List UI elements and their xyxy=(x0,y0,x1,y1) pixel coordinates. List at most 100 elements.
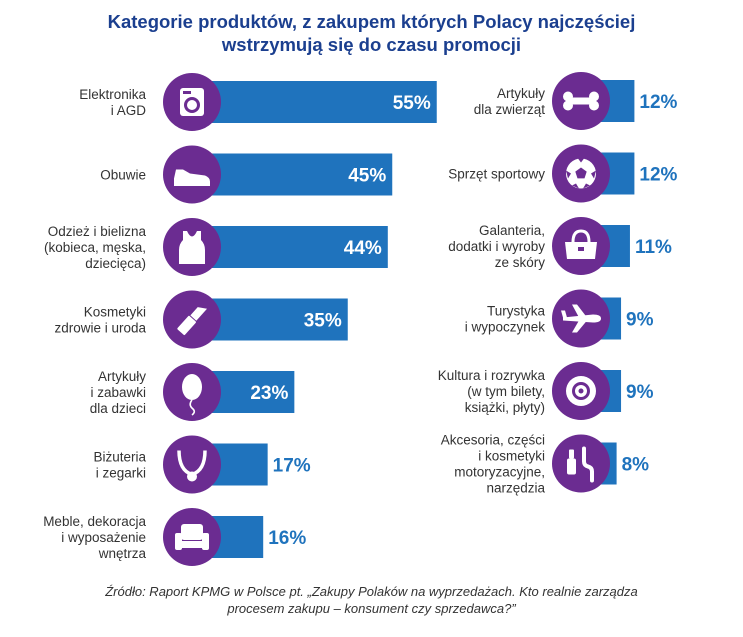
airplane-wing xyxy=(572,320,587,333)
soccer-ball-icon xyxy=(566,158,596,189)
value-label: 44% xyxy=(344,238,382,259)
category-label-line: Elektronika xyxy=(79,87,146,102)
category-label: Odzież i bielizna (kobieca, męska, dziecię… xyxy=(44,224,147,271)
armchair-arm-left xyxy=(175,533,182,550)
spark-plug-top xyxy=(569,449,574,459)
disc-icon xyxy=(566,376,596,406)
armchair-arm-right xyxy=(202,533,209,550)
handbag-handle xyxy=(571,229,591,243)
airplane-icon xyxy=(561,304,601,333)
chart-title-line-2: wstrzymują się do czasu promocji xyxy=(221,34,522,55)
ball-patch xyxy=(575,167,587,179)
ball-patch xyxy=(578,158,584,163)
value-label: 55% xyxy=(393,93,431,114)
category-label-line: Kultura i rozrywka xyxy=(438,368,546,383)
category-label-line: ze skóry xyxy=(495,255,546,270)
category-label-line: dodatki i wyroby xyxy=(448,239,545,254)
washing-machine-drum xyxy=(187,100,197,110)
category-label-line: Obuwie xyxy=(100,168,146,183)
shoe-sole xyxy=(174,183,210,186)
bar xyxy=(192,226,388,268)
category-label-line: Sprzęt sportowy xyxy=(448,167,545,182)
bone-knob xyxy=(563,100,573,111)
tank-top-icon xyxy=(179,231,205,264)
icon-circle xyxy=(163,435,221,494)
airplane-tail xyxy=(561,310,567,318)
balloon-string xyxy=(189,399,196,416)
category-label: Biżuteria i zegarki xyxy=(93,450,146,481)
category-label-line: i wyposażenie xyxy=(61,530,146,545)
category-label-line: dla dzieci xyxy=(90,401,146,416)
tank-top-shape xyxy=(179,231,205,264)
source-line-1: Źródło: Raport KPMG w Polsce pt. „Zakupy… xyxy=(105,584,638,599)
category-label: Turystyka i wypoczynek xyxy=(465,304,546,335)
category-label: Akcesoria, części i kosmetyki motoryzacyjn… xyxy=(441,433,546,496)
bar xyxy=(192,153,393,196)
category-label-line: i wypoczynek xyxy=(465,320,546,335)
category-label-line: Meble, dekoracja xyxy=(43,514,146,529)
category-label-line: motoryzacyjne, xyxy=(454,465,545,480)
lipstick-tip xyxy=(190,307,208,321)
left-row: Meble, dekoracja i wyposażenie wnętrza 16% xyxy=(43,508,306,566)
category-label-line: Kosmetyki xyxy=(84,305,146,320)
category-label-line: Odzież i bielizna xyxy=(48,224,147,239)
left-row: Kosmetyki zdrowie i uroda 35% xyxy=(54,290,348,349)
armchair-back xyxy=(181,524,203,540)
value-label: 9% xyxy=(626,382,654,403)
value-label: 12% xyxy=(639,92,677,113)
necklace-icon xyxy=(177,450,207,482)
category-label-line: narzędzia xyxy=(486,481,545,496)
category-label-line: wnętrza xyxy=(98,546,147,561)
bone-knob xyxy=(563,91,573,102)
category-label-line: Artykuły xyxy=(98,369,146,384)
left-row: Odzież i bielizna (kobieca, męska, dziecię… xyxy=(44,218,388,276)
ball-patch xyxy=(572,183,579,189)
right-row: Galanteria, dodatki i wyroby ze skóry 11% xyxy=(448,217,672,275)
category-label: Sprzęt sportowy xyxy=(448,167,545,182)
category-label: Meble, dekoracja i wyposażenie wnętrza xyxy=(43,514,146,561)
bar-chart: Elektronika i AGD 55% Obuwie 45% Odzież i bie… xyxy=(43,72,678,566)
value-label: 45% xyxy=(348,166,386,187)
source-note: Źródło: Raport KPMG w Polsce pt. „Zakupy… xyxy=(0,583,743,617)
category-label-line: Galanteria, xyxy=(479,223,545,238)
category-label-line: (kobieca, męska, xyxy=(44,240,146,255)
lipstick-case xyxy=(177,315,196,336)
right-row: Artykuły dla zwierząt 12% xyxy=(474,72,678,130)
spark-plug-body xyxy=(567,458,576,475)
value-label: 16% xyxy=(268,528,306,549)
armchair-seat xyxy=(181,541,203,548)
left-row: Elektronika i AGD 55% xyxy=(79,73,437,131)
armchair-icon xyxy=(175,524,209,550)
icon-circle xyxy=(552,434,610,493)
bone-icon xyxy=(563,91,599,111)
bone-shaft xyxy=(569,97,593,105)
left-row: Biżuteria i zegarki 17% xyxy=(93,435,311,494)
right-row: Akcesoria, części i kosmetyki motoryzacyjn… xyxy=(441,433,649,496)
right-row: Sprzęt sportowy 12% xyxy=(448,144,678,203)
necklace-pendant xyxy=(187,471,197,482)
washing-machine-icon xyxy=(180,88,204,116)
right-row: Kultura i rozrywka (w tym bilety, książki,… xyxy=(438,362,654,420)
handbag-icon xyxy=(565,229,597,259)
ball-patch xyxy=(583,183,590,189)
category-label: Kosmetyki zdrowie i uroda xyxy=(54,305,146,336)
category-label-line: zdrowie i uroda xyxy=(54,321,146,336)
category-label: Artykuły i zabawki dla dzieci xyxy=(90,369,147,416)
left-row: Obuwie 45% xyxy=(100,145,393,204)
category-label-line: Artykuły xyxy=(497,86,545,101)
category-label-line: Biżuteria xyxy=(93,450,146,465)
airplane-wing xyxy=(572,304,587,318)
value-label: 8% xyxy=(622,455,650,476)
chart-title-line-1: Kategorie produktów, z zakupem których P… xyxy=(107,11,636,32)
lipstick-shape xyxy=(177,307,208,336)
category-label-line: (w tym bilety, xyxy=(467,384,545,399)
balloon-shape xyxy=(182,374,202,400)
category-label: Kultura i rozrywka (w tym bilety, książki,… xyxy=(438,368,546,415)
category-label-line: i AGD xyxy=(111,103,147,118)
wrench-shape xyxy=(582,446,594,483)
disc-hole xyxy=(578,388,584,394)
value-label: 9% xyxy=(626,310,654,331)
shoe-icon xyxy=(174,169,210,186)
bar xyxy=(192,81,437,123)
lipstick-icon xyxy=(177,307,208,336)
